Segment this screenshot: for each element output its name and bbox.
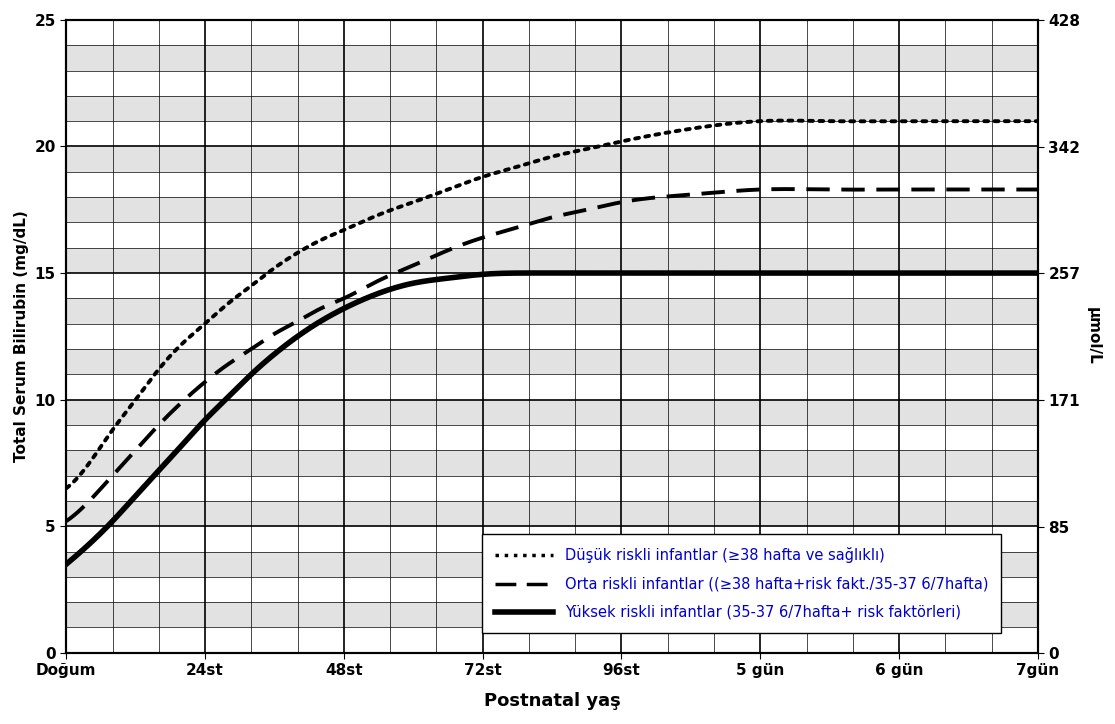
Bar (66, 298, 1038, 324)
Bar (66, 349, 1038, 374)
X-axis label: Postnatal yaş: Postnatal yaş (484, 692, 620, 710)
Bar (66, 602, 1038, 628)
Bar (66, 45, 1038, 70)
Legend: Düşük riskli infantlar (≥38 hafta ve sağlıklı), Orta riskli infantlar ((≥38 haft: Düşük riskli infantlar (≥38 hafta ve sağ… (482, 534, 1001, 633)
Bar (66, 552, 1038, 577)
Bar (66, 146, 1038, 172)
Bar (66, 248, 1038, 273)
Y-axis label: Total Serum Bilirubin (mg/dL): Total Serum Bilirubin (mg/dL) (13, 211, 29, 462)
Bar (66, 450, 1038, 476)
Bar (66, 96, 1038, 121)
Bar (66, 197, 1038, 222)
Bar (66, 400, 1038, 425)
Bar (66, 501, 1038, 526)
Y-axis label: μmol/L: μmol/L (1086, 308, 1102, 365)
